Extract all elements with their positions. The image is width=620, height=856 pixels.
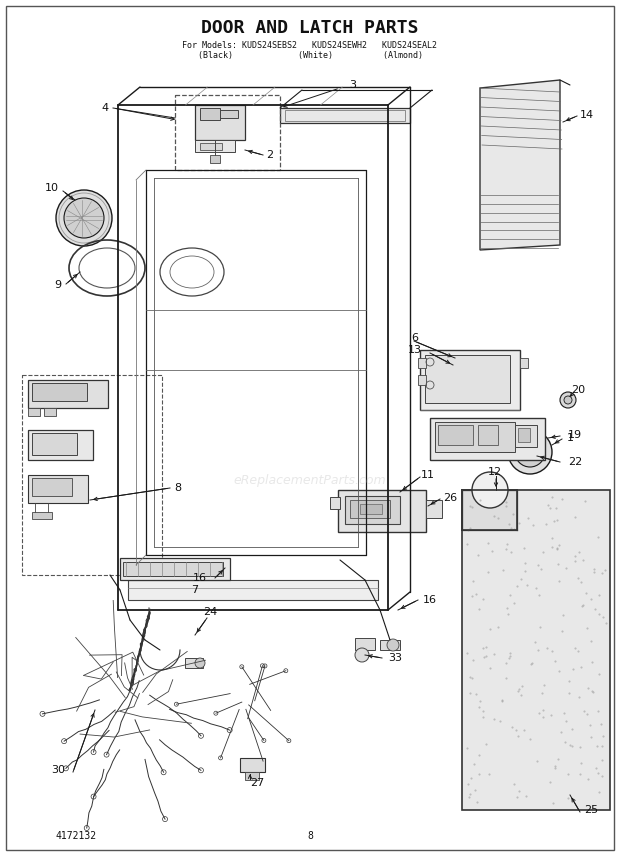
Circle shape <box>508 430 552 474</box>
Circle shape <box>64 198 104 238</box>
Bar <box>518 428 530 442</box>
Bar <box>350 500 390 518</box>
Bar <box>338 490 426 532</box>
Circle shape <box>56 190 112 246</box>
Bar <box>220 110 238 118</box>
Bar <box>426 500 442 518</box>
Bar <box>28 408 40 416</box>
Bar <box>44 408 56 416</box>
Text: 4172132: 4172132 <box>55 831 96 841</box>
Bar <box>425 355 510 403</box>
Bar <box>32 478 72 496</box>
Text: 20: 20 <box>571 385 585 395</box>
Text: 9: 9 <box>55 280 61 290</box>
Text: 12: 12 <box>488 467 502 477</box>
Text: 6: 6 <box>412 333 418 343</box>
Polygon shape <box>480 80 560 250</box>
Text: eReplacementParts.com: eReplacementParts.com <box>234 473 386 486</box>
Bar <box>515 425 537 447</box>
Text: 13: 13 <box>408 345 422 355</box>
Text: 2: 2 <box>267 150 273 160</box>
Bar <box>518 448 526 456</box>
Text: 19: 19 <box>568 430 582 440</box>
Bar <box>330 497 340 509</box>
Bar <box>478 425 498 445</box>
Circle shape <box>515 437 545 467</box>
Text: 16: 16 <box>423 595 437 605</box>
Text: 4: 4 <box>102 103 108 113</box>
Circle shape <box>195 658 205 668</box>
Bar <box>280 108 410 123</box>
Bar <box>470 490 542 528</box>
Bar <box>430 418 545 460</box>
Text: 26: 26 <box>443 493 457 503</box>
Text: DOOR AND LATCH PARTS: DOOR AND LATCH PARTS <box>202 19 418 37</box>
Bar <box>200 108 220 120</box>
Text: 11: 11 <box>421 470 435 480</box>
Bar <box>120 558 230 580</box>
Text: 24: 24 <box>203 607 217 617</box>
Circle shape <box>472 472 508 508</box>
Text: 1: 1 <box>567 433 574 443</box>
Bar <box>462 490 517 530</box>
Bar <box>420 350 520 410</box>
Circle shape <box>387 639 399 651</box>
Bar <box>355 638 375 650</box>
Text: 30: 30 <box>51 765 65 775</box>
Text: 22: 22 <box>568 457 582 467</box>
Text: 14: 14 <box>580 110 594 120</box>
Bar <box>175 95 280 170</box>
Bar <box>245 772 259 780</box>
Bar <box>200 143 222 150</box>
Bar <box>32 433 77 455</box>
Bar <box>185 658 203 668</box>
Circle shape <box>564 396 572 404</box>
Text: 27: 27 <box>250 778 264 788</box>
Bar <box>123 562 223 576</box>
Bar <box>380 640 400 650</box>
Text: 33: 33 <box>388 653 402 663</box>
Text: For Models: KUDS24SEBS2   KUDS24SEWH2   KUDS24SEAL2: For Models: KUDS24SEBS2 KUDS24SEWH2 KUDS… <box>182 40 438 50</box>
Text: 3: 3 <box>350 80 356 90</box>
Circle shape <box>355 648 369 662</box>
Bar <box>435 422 515 452</box>
Bar <box>28 380 108 408</box>
Bar <box>474 494 534 522</box>
Bar <box>22 375 162 575</box>
Text: 10: 10 <box>45 183 59 193</box>
Text: 16: 16 <box>193 573 207 583</box>
Bar <box>32 383 87 401</box>
Bar <box>418 375 426 385</box>
Bar <box>28 475 88 503</box>
Text: 7: 7 <box>192 585 198 595</box>
Circle shape <box>522 444 538 460</box>
Bar <box>438 425 473 445</box>
Bar <box>210 155 220 163</box>
Bar <box>345 496 400 524</box>
Bar <box>462 490 610 810</box>
Text: 25: 25 <box>584 805 598 815</box>
Bar <box>32 512 52 519</box>
Bar <box>28 430 93 460</box>
Bar <box>520 358 528 368</box>
Bar <box>240 758 265 772</box>
Bar <box>360 504 382 514</box>
Bar <box>195 140 235 152</box>
Circle shape <box>560 392 576 408</box>
Text: (Black)             (White)          (Almond): (Black) (White) (Almond) <box>198 51 422 60</box>
Bar <box>195 105 245 140</box>
Bar <box>285 110 405 121</box>
Bar <box>128 580 378 600</box>
Text: 8: 8 <box>174 483 182 493</box>
Bar <box>418 358 426 368</box>
Text: 8: 8 <box>307 831 313 841</box>
